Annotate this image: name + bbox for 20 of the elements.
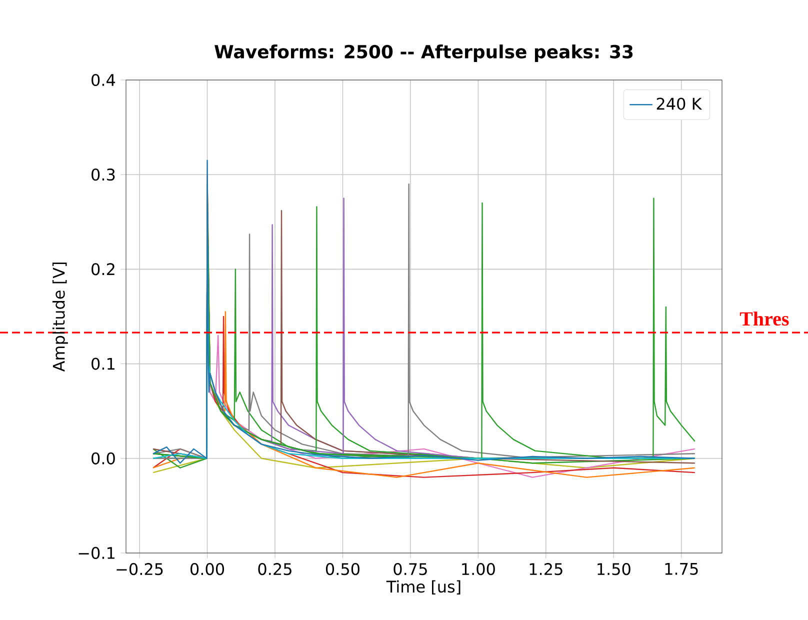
x-tick-label: 1.25: [530, 563, 562, 576]
chart-title: Waveforms: 2500 -- Afterpulse peaks: 33: [214, 44, 633, 62]
y-axis-title: Amplitude [V]: [52, 262, 68, 372]
y-tick-label: 0.3: [92, 168, 115, 181]
ref-line-label: Thres: [740, 312, 789, 326]
y-tick-label: 0.2: [92, 263, 114, 276]
x-tick-label: 1.75: [665, 563, 698, 575]
y-tick-label: 0.0: [92, 452, 115, 464]
x-tick-label: 0.50: [326, 563, 360, 576]
x-tick-label: 0.75: [394, 563, 427, 576]
x-tick-label: −0.25: [116, 563, 163, 576]
x-tick-label: 0.25: [258, 563, 292, 576]
x-axis-title: Time [us]: [386, 580, 460, 595]
legend-label: 240 K: [656, 98, 702, 110]
y-tick-label: −0.1: [78, 546, 114, 560]
y-tick-label: 0.4: [92, 74, 116, 86]
x-tick-label: 0.00: [190, 563, 224, 576]
x-tick-label: 1.00: [462, 563, 495, 576]
y-tick-label: 0.1: [92, 358, 114, 370]
x-tick-label: 1.50: [598, 563, 630, 576]
